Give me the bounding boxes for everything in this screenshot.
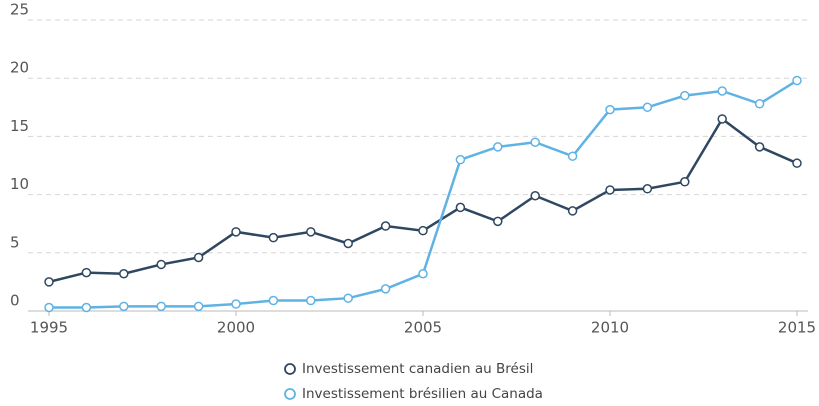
y-tick-label: 20 [10,59,29,77]
y-tick-label: 25 [10,1,29,19]
point [680,177,690,187]
point [642,102,653,113]
legend-label: Investissement brésilien au Canada [302,386,543,402]
legend-marker [284,363,296,375]
point [754,142,765,152]
point [792,158,802,168]
legend-label: Investissement canadien au Brésil [302,361,533,377]
point [231,299,241,309]
point [754,99,765,109]
point [567,206,578,216]
point [717,86,727,96]
point [306,227,316,237]
x-tick-label: 2005 [404,319,442,337]
point [642,184,653,194]
point [380,284,391,294]
x-tick-label: 2000 [217,319,255,337]
point [44,302,54,313]
x-tick-label: 1995 [30,319,68,337]
point [493,216,503,227]
y-tick-label: 0 [10,292,20,310]
y-tick-label: 5 [10,233,20,251]
point [268,232,279,243]
point [418,225,428,236]
point [343,238,353,249]
point [567,151,578,161]
series-line [48,117,798,284]
point [268,295,279,306]
point [680,90,690,101]
point [156,259,166,270]
point [605,104,615,115]
y-tick-label: 10 [10,175,29,193]
point [193,252,204,263]
point [44,277,54,287]
point [530,137,540,147]
point [380,221,391,231]
point [119,269,129,279]
point [605,185,615,195]
point [231,227,241,237]
point [81,302,92,313]
point [792,75,802,86]
point [530,191,540,201]
y-tick-label: 15 [10,117,29,135]
legend-marker [284,388,296,400]
point [193,301,204,312]
x-tick-label: 2010 [591,319,629,337]
point [493,142,503,152]
point [418,269,428,279]
point [455,154,466,165]
point [306,295,316,306]
x-tick-label: 2015 [778,319,816,337]
point [455,202,466,213]
point [156,301,166,312]
point [119,301,129,312]
point [81,267,92,278]
point [343,293,353,303]
point [717,114,727,124]
